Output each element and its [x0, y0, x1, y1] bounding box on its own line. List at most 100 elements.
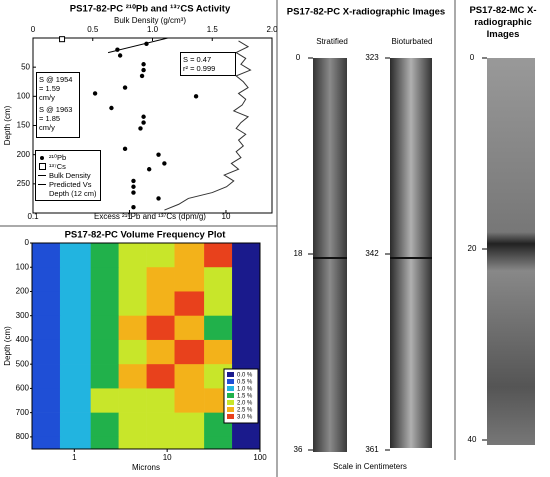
y-tick-label: 300	[16, 311, 30, 320]
annotation-text: S @ 1963 = 1.85 cm/y	[39, 105, 73, 132]
legend-text: Bulk Density	[49, 171, 91, 180]
legend-text: 2.0 %	[237, 401, 253, 407]
contour-cell	[146, 315, 175, 341]
point	[131, 184, 136, 189]
contour-cell	[59, 243, 91, 268]
series-line	[164, 40, 252, 211]
contour-cell	[90, 339, 119, 365]
strip-label: Stratified	[316, 37, 348, 46]
xray-image	[487, 58, 535, 445]
contour-cell	[59, 364, 91, 389]
contour-cell	[32, 436, 61, 450]
scale-label: 323	[365, 53, 379, 62]
contour-cell	[174, 412, 205, 438]
legend-item: Predicted Vs Depth (12 cm)	[38, 180, 98, 198]
point	[131, 190, 136, 195]
contour-cell	[59, 339, 91, 365]
x2-tick-label: 1.5	[207, 25, 219, 34]
legend-symbol	[38, 171, 46, 180]
scale-label: 36	[294, 445, 303, 454]
contour-cell	[232, 339, 261, 365]
x2-tick-label: 2.0	[266, 25, 278, 34]
contour-cell	[90, 436, 119, 450]
scale-label: 18	[294, 249, 303, 258]
contour-cell	[32, 315, 61, 341]
point	[138, 126, 143, 131]
point	[122, 85, 128, 90]
x-tick-label: 100	[253, 453, 267, 462]
y-tick-label: 150	[17, 121, 31, 130]
scale-label: 0	[296, 53, 301, 62]
contour-cell	[59, 267, 91, 292]
scale-label: 361	[365, 445, 379, 454]
contour-cell	[118, 364, 147, 389]
contour-cell	[90, 243, 119, 268]
contour-cell	[59, 315, 91, 341]
contour-cell	[118, 339, 147, 365]
contour-cell	[32, 388, 61, 413]
y-tick-label: 200	[16, 287, 30, 296]
legend-text: Predicted Vs Depth (12 cm)	[49, 180, 97, 198]
image-title: PS17-82-PC X-radiographic Images	[287, 7, 445, 18]
y-tick-label: 500	[16, 359, 30, 368]
y-tick-label: 800	[16, 432, 30, 441]
scale-label: 342	[365, 249, 379, 258]
legend-swatch	[227, 379, 234, 384]
point	[122, 146, 128, 152]
contour-cell	[118, 388, 147, 413]
contour-cell	[59, 412, 91, 438]
caption: Scale in Centimeters	[333, 462, 407, 471]
x-tick-label: 1	[127, 212, 132, 221]
contour-cell	[90, 267, 119, 292]
contour-cell	[90, 315, 119, 341]
contour-cell	[232, 243, 261, 268]
contour-cell	[118, 267, 147, 292]
chart-title: PS17-82-PC Volume Frequency Plot	[65, 230, 227, 241]
contour-cell	[204, 243, 233, 268]
x-tick-label: 0.1	[27, 212, 39, 221]
contour-cell	[59, 388, 91, 413]
y-tick-label: 200	[17, 150, 31, 159]
legend-symbol	[38, 153, 46, 162]
contour-cell	[90, 388, 119, 413]
y-tick-label: 400	[16, 335, 30, 344]
contour-cell	[90, 412, 119, 438]
contour-cell	[204, 339, 233, 365]
legend-swatch	[227, 400, 234, 405]
y-tick-label: 100	[17, 91, 31, 100]
contour-cell	[32, 364, 61, 389]
contour-cell	[59, 291, 91, 317]
contour-cell	[174, 388, 205, 413]
legend-item: ²¹⁰Pb	[38, 153, 98, 162]
legend-item: ¹³⁷Cs	[38, 162, 98, 171]
contour-cell	[59, 436, 91, 450]
x-label: Microns	[132, 463, 160, 472]
contour-cell	[204, 291, 233, 317]
chart-title: PS17-82-PC ²¹⁰Pb and ¹³⁷CS Activity	[70, 4, 231, 15]
point	[162, 161, 167, 166]
plot-frame	[31, 242, 261, 450]
contour-cell	[232, 267, 261, 292]
point	[156, 152, 161, 157]
legend-swatch	[227, 372, 234, 377]
y-tick-label: 700	[16, 408, 30, 417]
point	[131, 204, 136, 210]
point	[146, 167, 152, 172]
y-tick-label: 50	[21, 62, 30, 71]
contour-cell	[174, 291, 205, 317]
contour-cell	[146, 291, 175, 317]
legend-text: 0.0 %	[237, 373, 253, 379]
y-tick-label: 250	[17, 179, 31, 188]
x2-tick-label: 0.5	[87, 25, 99, 34]
contour-cell	[90, 364, 119, 389]
contour-cell	[146, 339, 175, 365]
annotation-text: r² = 0.999	[183, 64, 216, 73]
point	[193, 94, 199, 99]
y-tick-label: 600	[16, 384, 30, 393]
contour-cell	[90, 291, 119, 317]
point	[141, 67, 146, 73]
point	[141, 62, 146, 67]
contour-cell	[174, 315, 205, 341]
